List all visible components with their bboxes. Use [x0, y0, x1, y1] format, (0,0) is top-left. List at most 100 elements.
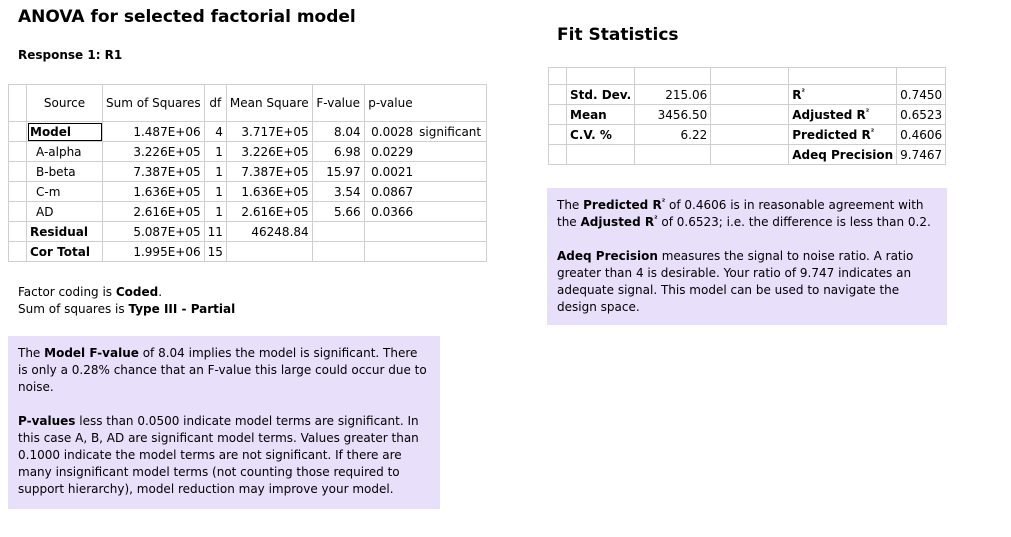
significance-cell[interactable]: [416, 141, 487, 162]
source-cell[interactable]: A-alpha: [26, 141, 103, 162]
empty-cell[interactable]: [710, 124, 790, 145]
row-selector[interactable]: [8, 161, 27, 182]
significance-cell[interactable]: [416, 241, 487, 262]
source-cell[interactable]: B-beta: [26, 161, 103, 182]
table-row[interactable]: Model 1.487E+06 4 3.717E+05 8.04 0.0028 …: [8, 121, 487, 142]
table-row[interactable]: A-alpha 3.226E+05 1 3.226E+05 6.98 0.022…: [8, 141, 487, 162]
p-cell[interactable]: 0.0021: [363, 161, 417, 182]
f-cell[interactable]: 5.66: [311, 201, 365, 222]
row-selector[interactable]: [8, 181, 27, 202]
row-selector[interactable]: [8, 241, 27, 262]
ms-cell[interactable]: 1.636E+05: [225, 181, 313, 202]
col-header-sum-of-squares: Sum of Squares: [102, 84, 205, 122]
anova-table[interactable]: Source Sum of Squares df Mean Square F-v…: [8, 84, 487, 262]
row-selector[interactable]: [548, 84, 567, 105]
row-selector[interactable]: [8, 141, 27, 162]
significance-cell[interactable]: [416, 221, 487, 242]
table-row[interactable]: Cor Total 1.995E+06 15: [8, 241, 487, 262]
f-cell[interactable]: 6.98: [311, 141, 365, 162]
ss-cell[interactable]: 1.995E+06: [102, 241, 205, 262]
empty-cell[interactable]: [710, 84, 790, 105]
df-cell[interactable]: 15: [203, 241, 227, 262]
df-cell[interactable]: 11: [203, 221, 227, 242]
table-row[interactable]: Adeq Precision 9.7467: [548, 144, 947, 165]
fit-statistics-table[interactable]: Std. Dev. 215.06 R² 0.7450 Mean 3456.50 …: [548, 67, 947, 165]
p-cell[interactable]: 0.0366: [363, 201, 417, 222]
table-row[interactable]: C.V. % 6.22 Predicted R² 0.4606: [548, 124, 947, 145]
df-cell[interactable]: 1: [203, 181, 227, 202]
stat-value-cell[interactable]: [634, 144, 712, 165]
source-cell[interactable]: C-m: [26, 181, 103, 202]
f-cell[interactable]: [311, 221, 365, 242]
p-cell[interactable]: [363, 221, 417, 242]
ss-cell[interactable]: 5.087E+05: [102, 221, 205, 242]
source-cell[interactable]: AD: [26, 201, 103, 222]
stat-label-cell[interactable]: R²: [788, 84, 898, 105]
stat-label-cell[interactable]: [565, 144, 636, 165]
stat-value-cell[interactable]: 3456.50: [634, 104, 712, 125]
stat-label-cell[interactable]: Std. Dev.: [565, 84, 636, 105]
row-selector[interactable]: [548, 144, 567, 165]
empty-cell[interactable]: [710, 104, 790, 125]
stat-label-cell[interactable]: Predicted R²: [788, 124, 898, 145]
f-cell[interactable]: 8.04: [311, 121, 365, 142]
table-row[interactable]: Mean 3456.50 Adjusted R² 0.6523: [548, 104, 947, 125]
empty-cell[interactable]: [710, 144, 790, 165]
table-row[interactable]: AD 2.616E+05 1 2.616E+05 5.66 0.0366: [8, 201, 487, 222]
source-cell[interactable]: Residual: [26, 221, 103, 242]
p-cell[interactable]: [363, 241, 417, 262]
df-cell[interactable]: 1: [203, 161, 227, 182]
source-cell[interactable]: Model: [26, 121, 103, 142]
table-row[interactable]: Residual 5.087E+05 11 46248.84: [8, 221, 487, 242]
stat-value-cell[interactable]: 0.7450: [896, 84, 947, 105]
ms-cell[interactable]: 7.387E+05: [225, 161, 313, 182]
col-header-df: df: [203, 84, 227, 122]
sum-of-squares-prefix: Sum of squares is: [18, 302, 129, 316]
df-cell[interactable]: 4: [203, 121, 227, 142]
ss-cell[interactable]: 1.487E+06: [102, 121, 205, 142]
stat-label-cell[interactable]: Mean: [565, 104, 636, 125]
stat-label-cell[interactable]: C.V. %: [565, 124, 636, 145]
ms-cell[interactable]: [225, 241, 313, 262]
stat-value-cell[interactable]: 9.7467: [896, 144, 947, 165]
table-row[interactable]: C-m 1.636E+05 1 1.636E+05 3.54 0.0867: [8, 181, 487, 202]
df-cell[interactable]: 1: [203, 141, 227, 162]
ss-cell[interactable]: 1.636E+05: [102, 181, 205, 202]
source-cell[interactable]: Cor Total: [26, 241, 103, 262]
ss-cell[interactable]: 7.387E+05: [102, 161, 205, 182]
significance-cell[interactable]: [416, 161, 487, 182]
f-cell[interactable]: 3.54: [311, 181, 365, 202]
ms-cell[interactable]: 46248.84: [225, 221, 313, 242]
text-span: The: [557, 198, 584, 212]
stat-label-cell[interactable]: Adeq Precision: [788, 144, 898, 165]
row-selector[interactable]: [548, 104, 567, 125]
factor-coding-suffix: .: [158, 285, 163, 299]
stat-value-cell[interactable]: 6.22: [634, 124, 712, 145]
row-selector[interactable]: [548, 124, 567, 145]
row-selector[interactable]: [8, 201, 27, 222]
significance-cell[interactable]: [416, 201, 487, 222]
significance-cell[interactable]: [416, 181, 487, 202]
ss-cell[interactable]: 3.226E+05: [102, 141, 205, 162]
stat-label-cell[interactable]: Adjusted R²: [788, 104, 898, 125]
row-selector[interactable]: [8, 121, 27, 142]
stat-value-cell[interactable]: 215.06: [634, 84, 712, 105]
df-cell[interactable]: 1: [203, 201, 227, 222]
p-cell[interactable]: 0.0867: [363, 181, 417, 202]
row-selector[interactable]: [8, 221, 27, 242]
ms-cell[interactable]: 2.616E+05: [225, 201, 313, 222]
f-cell[interactable]: 15.97: [311, 161, 365, 182]
p-cell[interactable]: 0.0028: [363, 121, 417, 142]
p-cell[interactable]: 0.0229: [363, 141, 417, 162]
anova-title: ANOVA for selected factorial model: [18, 7, 356, 27]
header-cell: [634, 67, 712, 85]
ms-cell[interactable]: 3.226E+05: [225, 141, 313, 162]
f-cell[interactable]: [311, 241, 365, 262]
significance-cell[interactable]: significant: [416, 121, 487, 142]
stat-value-cell[interactable]: 0.4606: [896, 124, 947, 145]
ms-cell[interactable]: 3.717E+05: [225, 121, 313, 142]
table-row[interactable]: Std. Dev. 215.06 R² 0.7450: [548, 84, 947, 105]
stat-value-cell[interactable]: 0.6523: [896, 104, 947, 125]
ss-cell[interactable]: 2.616E+05: [102, 201, 205, 222]
table-row[interactable]: B-beta 7.387E+05 1 7.387E+05 15.97 0.002…: [8, 161, 487, 182]
